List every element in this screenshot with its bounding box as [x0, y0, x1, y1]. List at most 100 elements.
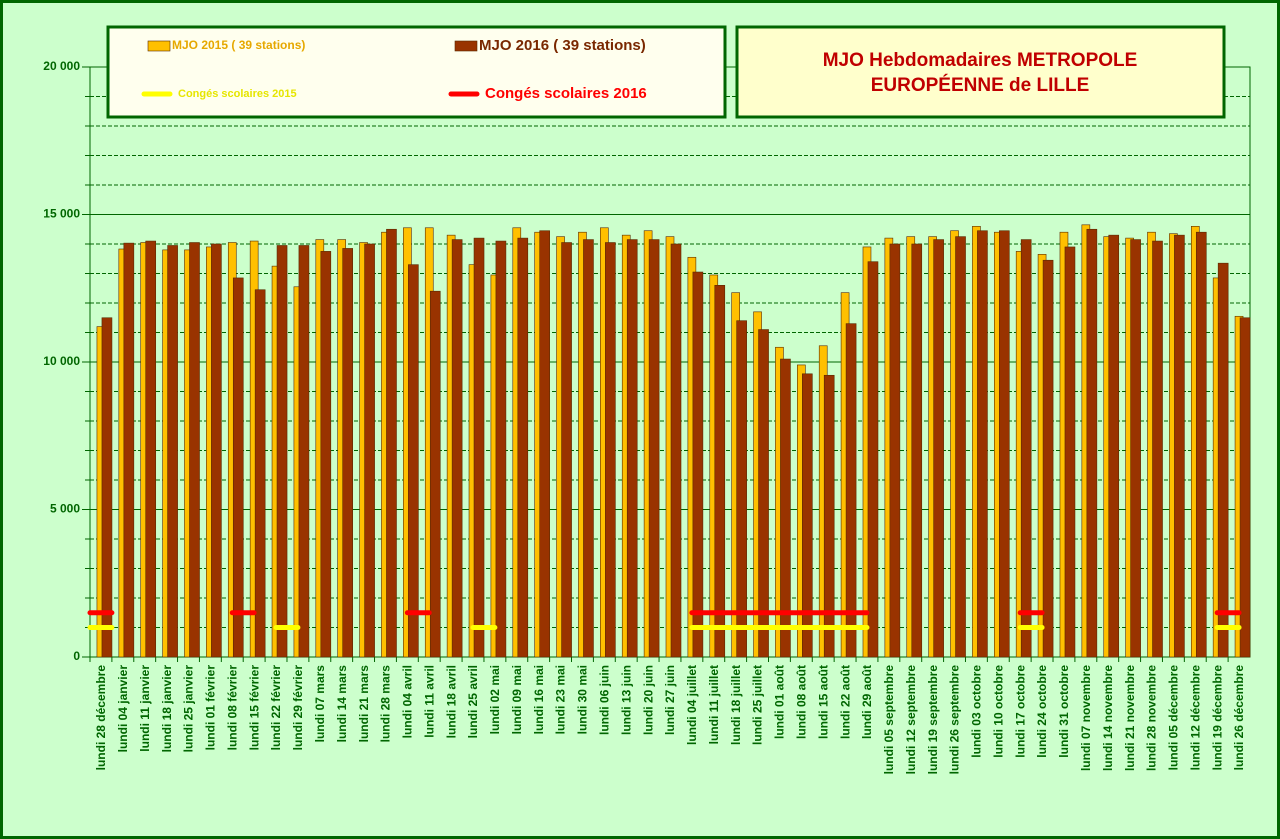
x-tick-label: lundi 11 janvier [138, 665, 152, 752]
x-tick-label: lundi 04 juillet [685, 665, 699, 745]
bar [1020, 239, 1032, 658]
x-tick-label: lundi 07 mars [313, 665, 327, 743]
bar [167, 245, 178, 658]
bar [254, 289, 266, 658]
x-tick-label: lundi 26 septembre [948, 665, 962, 775]
bar [845, 323, 857, 658]
x-tick-label: lundi 25 janvier [182, 665, 196, 753]
bar [911, 243, 923, 658]
x-tick-label: lundi 22 août [838, 665, 852, 739]
bar [1064, 246, 1076, 658]
bar [736, 320, 747, 658]
bar [1086, 228, 1098, 658]
chart-title: EUROPÉENNE de LILLE [871, 74, 1090, 96]
bar [211, 243, 222, 658]
bar [1195, 231, 1207, 658]
x-tick-label: lundi 15 février [247, 665, 261, 751]
x-tick-label: lundi 27 juin [663, 665, 677, 735]
bar [1108, 234, 1120, 658]
bar [232, 277, 244, 658]
x-tick-label: lundi 06 juin [598, 665, 612, 735]
bar [823, 374, 835, 658]
x-tick-label: lundi 17 octobre [1013, 665, 1027, 758]
bar [714, 284, 726, 658]
bar [276, 245, 288, 658]
bar [977, 230, 988, 658]
bar [1130, 239, 1141, 658]
bar [539, 230, 550, 658]
x-tick-label: lundi 14 mars [335, 665, 349, 743]
y-tick-label: 0 [73, 649, 80, 663]
x-tick-label: lundi 18 janvier [160, 665, 174, 753]
y-tick-label: 10 000 [43, 354, 80, 368]
bar [955, 236, 966, 658]
legend-label: MJO 2015 ( 39 stations) [172, 38, 305, 52]
x-tick-label: lundi 18 avril [444, 665, 458, 738]
bar [189, 242, 200, 658]
x-tick-label: lundi 03 octobre [970, 665, 984, 758]
x-tick-label: lundi 30 mai [576, 665, 590, 734]
bar [867, 261, 879, 658]
x-tick-label: lundi 28 décembre [94, 665, 108, 771]
bar [1042, 259, 1054, 658]
x-tick-label: lundi 28 novembre [1145, 665, 1159, 771]
bar [583, 239, 594, 658]
bar [626, 239, 638, 658]
x-tick-label: lundi 04 janvier [116, 665, 130, 753]
x-tick-label: lundi 25 juillet [751, 665, 765, 745]
legend-label: Congés scolaires 2015 [178, 88, 297, 100]
x-tick-label: lundi 13 juin [619, 665, 633, 735]
bar [473, 237, 485, 658]
x-tick-label: lundi 15 août [816, 665, 830, 739]
bar [605, 242, 616, 658]
x-tick-label: lundi 21 mars [357, 665, 371, 743]
bar [802, 373, 813, 658]
bar [648, 239, 660, 658]
x-tick-label: lundi 05 décembre [1167, 665, 1181, 771]
x-tick-label: lundi 18 juillet [729, 665, 743, 745]
x-tick-label: lundi 12 décembre [1188, 665, 1202, 771]
x-tick-label: lundi 10 octobre [991, 665, 1005, 758]
bar [298, 245, 310, 658]
legend-label: MJO 2016 ( 39 stations) [479, 37, 646, 54]
bar [429, 290, 441, 658]
x-tick-label: lundi 09 mai [510, 665, 524, 734]
bar [495, 240, 507, 658]
x-tick-label: lundi 12 septembre [904, 665, 918, 775]
bar [364, 243, 375, 658]
x-tick-label: lundi 05 septembre [882, 665, 896, 775]
bar [780, 358, 791, 658]
bar [101, 317, 113, 658]
x-tick-label: lundi 11 juillet [707, 665, 721, 744]
x-tick-label: lundi 04 avril [401, 665, 415, 738]
bar [451, 239, 463, 658]
bar [408, 264, 419, 658]
x-tick-label: lundi 20 juin [641, 665, 655, 735]
y-tick-label: 20 000 [43, 59, 80, 73]
bar [320, 251, 332, 658]
title-box [735, 25, 1226, 119]
bar [1152, 240, 1163, 658]
legend-swatch [147, 40, 171, 52]
bar [670, 243, 682, 658]
x-tick-label: lundi 11 avril [422, 665, 436, 738]
x-tick-label: lundi 22 février [269, 665, 283, 751]
x-tick-label: lundi 01 février [204, 665, 218, 751]
x-tick-label: lundi 25 avril [466, 665, 480, 738]
bar [999, 230, 1010, 658]
x-tick-label: lundi 01 août [773, 665, 787, 739]
x-tick-label: lundi 31 octobre [1057, 665, 1071, 758]
x-tick-label: lundi 14 novembre [1101, 665, 1115, 771]
x-tick-label: lundi 29 février [291, 665, 305, 751]
x-tick-label: lundi 29 août [860, 665, 874, 739]
x-tick-label: lundi 02 mai [488, 665, 502, 734]
bar [386, 228, 397, 658]
x-tick-label: lundi 19 décembre [1210, 665, 1224, 771]
legend-label: Congés scolaires 2016 [485, 85, 647, 102]
bar [758, 329, 769, 658]
bar [561, 242, 572, 658]
bar [692, 271, 704, 658]
chart-title: MJO Hebdomadaires METROPOLE [823, 50, 1138, 71]
bar [517, 237, 529, 658]
